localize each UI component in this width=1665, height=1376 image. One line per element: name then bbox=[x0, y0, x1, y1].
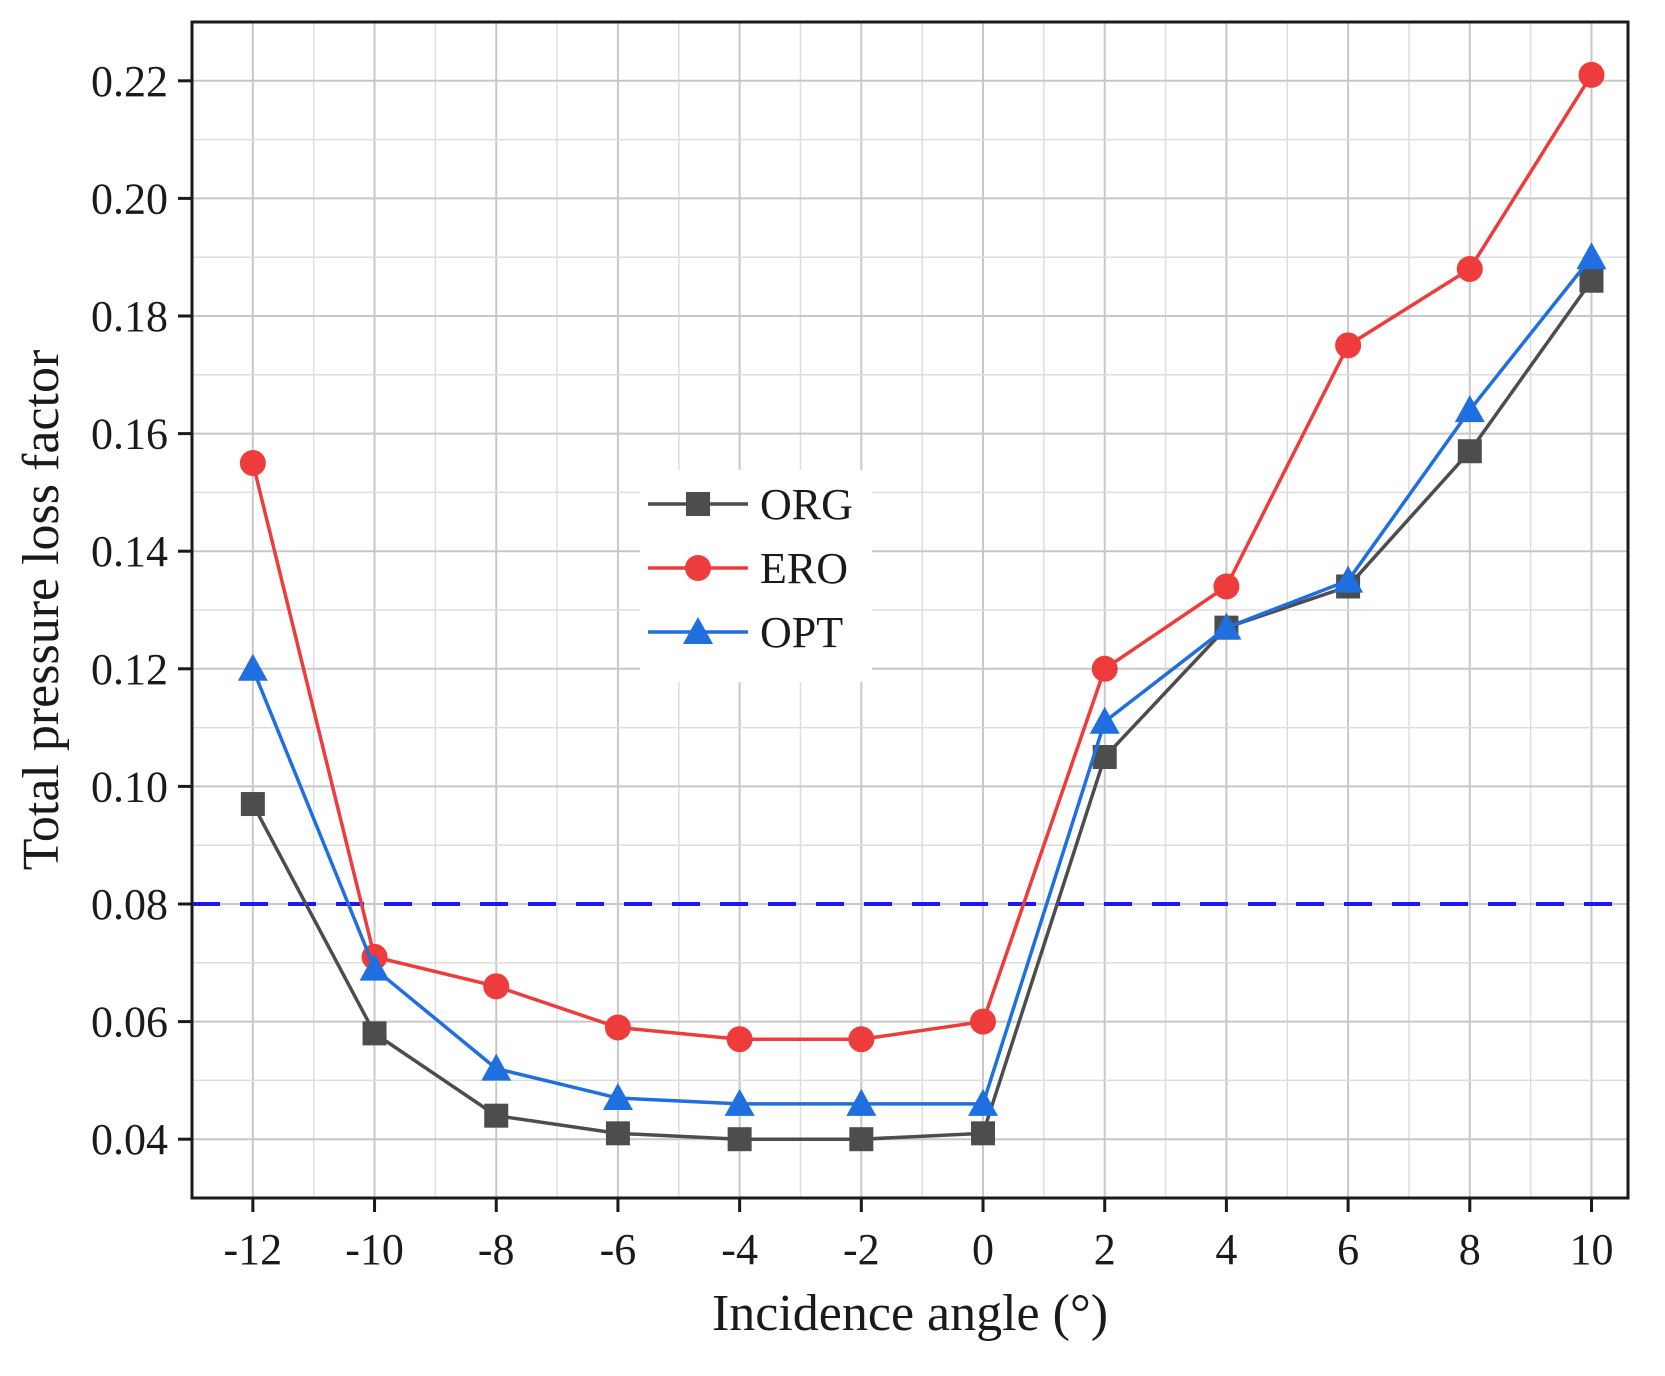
x-axis-title: Incidence angle (°) bbox=[712, 1285, 1108, 1342]
x-tick-label: -6 bbox=[600, 1225, 637, 1274]
data-point-org bbox=[1579, 268, 1604, 293]
y-tick-label: 0.20 bbox=[91, 174, 168, 223]
y-tick-label: 0.22 bbox=[91, 57, 168, 106]
data-point-org bbox=[727, 1127, 752, 1152]
legend-marker-ero bbox=[685, 555, 711, 581]
data-point-ero bbox=[483, 973, 510, 1000]
series-line-org bbox=[251, 279, 1593, 1141]
data-point-opt bbox=[1454, 395, 1485, 423]
data-point-opt bbox=[846, 1088, 877, 1116]
data-point-opt bbox=[1576, 242, 1607, 270]
data-point-ero bbox=[1335, 332, 1362, 359]
data-point-opt bbox=[602, 1083, 633, 1111]
series-line-ero bbox=[251, 73, 1593, 1041]
x-tick-label: 6 bbox=[1337, 1225, 1359, 1274]
data-point-org bbox=[240, 792, 265, 817]
data-point-ero bbox=[1213, 573, 1240, 600]
legend-label-opt: OPT bbox=[760, 608, 843, 657]
y-tick-label: 0.12 bbox=[91, 645, 168, 694]
data-point-org bbox=[849, 1127, 874, 1152]
y-tick-label: 0.04 bbox=[91, 1115, 168, 1164]
y-tick-label: 0.08 bbox=[91, 880, 168, 929]
series-org bbox=[240, 268, 1604, 1152]
data-point-opt bbox=[968, 1088, 999, 1116]
data-point-opt bbox=[1211, 612, 1242, 640]
data-point-org bbox=[971, 1121, 996, 1146]
y-tick-label: 0.06 bbox=[91, 998, 168, 1047]
x-tick-label: 10 bbox=[1569, 1225, 1613, 1274]
data-point-opt bbox=[724, 1088, 755, 1116]
x-tick-label: 0 bbox=[972, 1225, 994, 1274]
legend-marker-org bbox=[686, 492, 710, 516]
data-point-opt bbox=[1089, 706, 1120, 734]
x-tick-label: 4 bbox=[1215, 1225, 1237, 1274]
data-point-ero bbox=[726, 1026, 753, 1053]
x-tick-label: -4 bbox=[721, 1225, 758, 1274]
axis-ticks: -12 -10 -8 -6 -4 -2 0 2 4 6 8 10 0.04 0.06 0.08 0.10 0.1… bbox=[91, 57, 1613, 1274]
series-group bbox=[237, 61, 1607, 1152]
legend-marker-opt bbox=[683, 617, 713, 644]
data-point-ero bbox=[1456, 255, 1483, 282]
data-point-opt bbox=[1333, 565, 1364, 593]
y-axis-title: Total pressure loss factor bbox=[13, 350, 70, 871]
plot-frame bbox=[190, 20, 1630, 1200]
grid bbox=[192, 22, 1628, 1198]
data-point-opt bbox=[359, 953, 390, 981]
x-tick-label: -2 bbox=[843, 1225, 880, 1274]
data-point-ero bbox=[239, 450, 266, 476]
x-tick-label: -12 bbox=[224, 1225, 283, 1274]
series-ero bbox=[239, 61, 1605, 1053]
data-point-opt bbox=[237, 653, 268, 681]
data-point-ero bbox=[604, 1014, 631, 1041]
data-point-opt bbox=[481, 1053, 512, 1081]
legend-label-org: ORG bbox=[760, 480, 853, 529]
data-point-ero bbox=[970, 1008, 997, 1035]
data-point-org bbox=[362, 1021, 387, 1046]
data-point-ero bbox=[848, 1026, 875, 1053]
data-point-org bbox=[1457, 439, 1482, 464]
legend-label-ero: ERO bbox=[760, 544, 848, 593]
y-tick-label: 0.10 bbox=[91, 762, 168, 811]
data-point-ero bbox=[1578, 61, 1605, 88]
x-tick-label: 2 bbox=[1094, 1225, 1116, 1274]
legend: ORG ERO OPT bbox=[640, 470, 872, 682]
data-point-ero bbox=[1091, 655, 1118, 682]
x-tick-label: -10 bbox=[345, 1225, 404, 1274]
x-tick-label: -8 bbox=[478, 1225, 515, 1274]
y-tick-label: 0.18 bbox=[91, 292, 168, 341]
y-tick-label: 0.14 bbox=[91, 527, 168, 576]
series-line-opt bbox=[251, 256, 1593, 1106]
data-point-org bbox=[605, 1121, 630, 1146]
x-tick-label: 8 bbox=[1459, 1225, 1481, 1274]
data-point-org bbox=[484, 1103, 509, 1128]
series-opt bbox=[237, 242, 1607, 1116]
y-tick-label: 0.16 bbox=[91, 410, 168, 459]
